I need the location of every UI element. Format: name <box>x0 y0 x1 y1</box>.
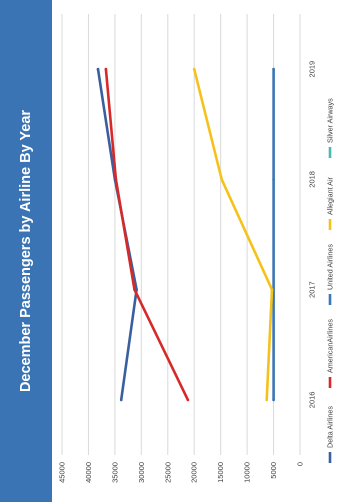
data-point <box>220 178 224 181</box>
y-tick-label: 30000 <box>137 462 146 483</box>
series-line <box>104 67 190 402</box>
y-tick-label: 15000 <box>216 462 225 483</box>
data-point <box>186 398 190 402</box>
y-tick-label: 10000 <box>243 462 252 483</box>
y-tick-label: 5000 <box>269 462 278 479</box>
y-tick-label: 35000 <box>110 462 119 483</box>
plot-area: 0 5000 10000 15000 20000 25000 30000 35000 40000… <box>58 14 335 483</box>
data-point <box>133 288 136 291</box>
data-point <box>192 67 196 71</box>
series-line <box>96 67 138 402</box>
legend-label: Allegiant Air <box>326 176 335 215</box>
x-tick-label: 2016 <box>308 392 317 409</box>
legend-label: Silver Airways <box>326 98 335 143</box>
title-banner <box>0 0 52 502</box>
legend-label: AmericanAirlines <box>326 319 335 373</box>
data-point <box>265 398 268 402</box>
y-tick-label: 25000 <box>163 462 172 483</box>
chart-title: December Passengers by Airline By Year <box>18 110 34 392</box>
series-line <box>192 67 274 402</box>
y-tick-label: 20000 <box>190 462 199 483</box>
data-point <box>119 398 123 402</box>
data-point <box>96 67 100 71</box>
y-tick-label: 45000 <box>58 462 67 483</box>
x-tick-label: 2018 <box>308 171 317 188</box>
x-tick-label: 2017 <box>308 281 317 298</box>
legend-label: Delta Airlines <box>326 406 335 448</box>
data-point <box>104 67 108 71</box>
y-tick-label: 40000 <box>84 462 93 483</box>
data-point <box>272 178 275 181</box>
data-point <box>270 288 274 291</box>
data-point <box>272 67 275 71</box>
data-point <box>114 178 118 181</box>
data-point <box>272 398 275 402</box>
y-tick-label: 0 <box>296 462 305 466</box>
legend-label: United Airlines <box>326 244 335 290</box>
x-tick-label: 2019 <box>308 61 317 78</box>
